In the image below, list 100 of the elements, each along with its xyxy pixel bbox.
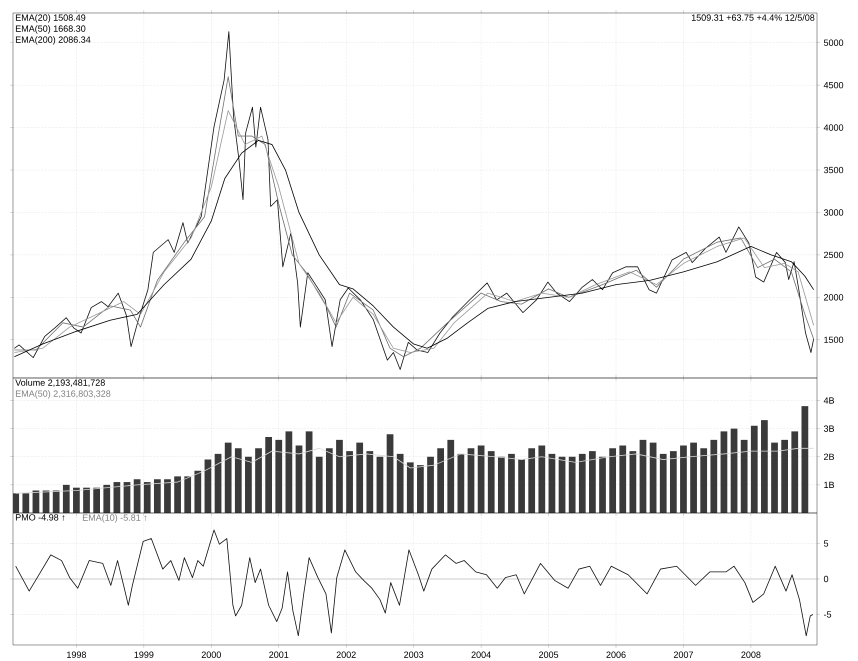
bar <box>750 426 758 513</box>
bar <box>761 420 768 513</box>
annotation: EMA(50) 1668.30 <box>16 25 86 34</box>
bar <box>730 428 738 513</box>
bar <box>134 479 140 513</box>
bar <box>528 448 536 513</box>
y-tick-label: 3500 <box>824 166 844 174</box>
bar <box>518 460 525 513</box>
bar <box>508 454 515 513</box>
y-tick-label: 1B <box>824 482 834 488</box>
bar <box>13 493 20 513</box>
bar <box>275 440 282 513</box>
y-tick-label: 2B <box>824 454 834 460</box>
bar <box>578 454 586 513</box>
bar <box>366 451 374 513</box>
bar <box>660 454 667 513</box>
annotation: EMA(20) 1508.49 <box>16 14 86 23</box>
line-series <box>15 530 814 636</box>
bar <box>386 434 394 513</box>
y-tick-label: 2500 <box>824 252 844 258</box>
bar <box>174 476 181 513</box>
x-tick-label: 2004 <box>472 652 491 658</box>
bar <box>396 454 404 513</box>
bar <box>740 440 748 513</box>
bar <box>720 431 728 513</box>
y-tick-label: 4500 <box>824 82 844 88</box>
annotation: EMA(200) 2086.34 <box>16 36 90 45</box>
bar <box>630 451 636 513</box>
bar <box>680 445 687 513</box>
bar <box>204 460 212 513</box>
bar <box>417 465 424 513</box>
bar <box>437 448 444 513</box>
y-tick-label: 3B <box>824 425 834 432</box>
y-tick-label: 5000 <box>824 40 844 46</box>
x-tick-label: 2008 <box>741 652 761 658</box>
bar <box>265 437 272 513</box>
annotation: 1509.31 +63.75 +4.4% 12/5/08 <box>692 14 814 21</box>
bar <box>376 456 384 513</box>
y-tick-label: 4B <box>824 397 834 404</box>
bar <box>164 479 171 513</box>
bar <box>306 431 312 513</box>
bar <box>538 445 546 513</box>
y-tick-label: -5 <box>824 611 832 618</box>
x-tick-label: 2003 <box>404 652 424 658</box>
bar <box>609 448 616 513</box>
bar <box>336 440 343 513</box>
bar <box>346 451 353 513</box>
bar <box>599 456 606 513</box>
bar <box>234 448 242 513</box>
x-tick-label: 2000 <box>202 652 221 658</box>
bar <box>52 490 60 513</box>
bar <box>640 440 646 513</box>
x-tick-label: 1999 <box>134 652 154 658</box>
annotation: Volume 2,193,481,728 <box>15 379 105 387</box>
bar <box>558 456 566 513</box>
bar <box>458 454 464 513</box>
x-tick-label: 1998 <box>67 652 86 658</box>
bar <box>245 456 252 513</box>
bar <box>801 406 808 513</box>
bar <box>710 440 718 513</box>
bar <box>114 482 120 513</box>
x-tick-label: 2007 <box>674 652 694 658</box>
bar <box>194 470 202 513</box>
y-tick-label: 4000 <box>824 124 844 131</box>
bar <box>700 448 708 513</box>
bar <box>771 442 778 513</box>
bar <box>296 445 302 513</box>
bar <box>184 476 192 513</box>
bar <box>568 456 576 513</box>
bar <box>650 442 656 513</box>
bar <box>316 456 323 513</box>
bar <box>427 456 434 513</box>
bar <box>32 490 40 513</box>
y-tick-label: 3000 <box>824 209 844 216</box>
bar <box>478 445 484 513</box>
bar <box>791 431 798 513</box>
bar <box>406 462 414 513</box>
bar <box>619 445 626 513</box>
annotation: PMO -4.98 ↑ <box>16 514 65 521</box>
bar <box>447 440 454 513</box>
bar <box>83 488 90 513</box>
line-series <box>15 448 814 494</box>
bar <box>468 448 474 513</box>
x-tick-label: 2002 <box>336 652 356 658</box>
x-tick-label: 2006 <box>606 652 626 658</box>
bar <box>488 451 495 513</box>
bar <box>62 484 70 513</box>
y-tick-label: 1500 <box>824 336 844 343</box>
y-tick-label: 5 <box>824 540 828 547</box>
bar <box>589 451 596 513</box>
bar <box>690 442 697 513</box>
bar <box>255 448 262 513</box>
bar <box>154 479 161 513</box>
bar <box>73 488 80 513</box>
x-tick-label: 2005 <box>539 652 558 658</box>
bar <box>124 482 130 513</box>
bar <box>286 431 292 513</box>
bar <box>498 456 505 513</box>
x-tick-label: 2001 <box>269 652 288 658</box>
bar <box>548 454 556 513</box>
